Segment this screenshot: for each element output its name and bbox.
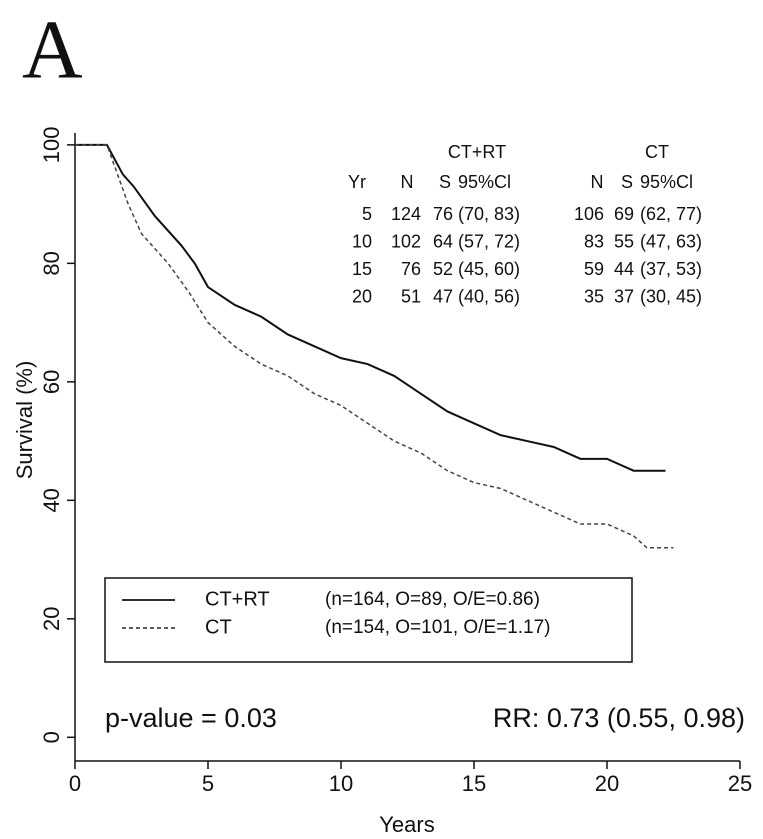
y-tick-label: 100 bbox=[39, 126, 64, 163]
legend-label: CT bbox=[205, 616, 232, 638]
table-cell: (57, 72) bbox=[458, 231, 520, 251]
table-cell: 51 bbox=[401, 286, 421, 306]
table-cell: 106 bbox=[574, 204, 604, 224]
table-cell: 52 bbox=[433, 259, 453, 279]
y-tick-label: 60 bbox=[39, 370, 64, 394]
x-axis-label: Years bbox=[379, 812, 434, 837]
x-tick-label: 25 bbox=[728, 771, 752, 796]
x-tick-label: 10 bbox=[329, 771, 353, 796]
legend-detail: (n=154, O=101, O/E=1.17) bbox=[325, 617, 551, 638]
y-tick-label: 40 bbox=[39, 488, 64, 512]
y-tick-label: 0 bbox=[39, 731, 64, 743]
table-cell: (40, 56) bbox=[458, 286, 520, 306]
table-cell: 5 bbox=[362, 204, 372, 224]
table-header: Yr bbox=[348, 172, 366, 192]
table-cell: 102 bbox=[391, 231, 421, 251]
table-cell: 10 bbox=[352, 231, 372, 251]
legend-detail: (n=164, O=89, O/E=0.86) bbox=[325, 589, 540, 610]
table-cell: 83 bbox=[584, 231, 604, 251]
x-tick-label: 15 bbox=[462, 771, 486, 796]
table-cell: 69 bbox=[614, 204, 634, 224]
table-cell: (62, 77) bbox=[640, 204, 702, 224]
table-cell: (70, 83) bbox=[458, 204, 520, 224]
table-cell: 37 bbox=[614, 286, 634, 306]
table-cell: 59 bbox=[584, 259, 604, 279]
annotation: RR: 0.73 (0.55, 0.98) bbox=[493, 703, 745, 733]
table-cell: (47, 63) bbox=[640, 231, 702, 251]
table-cell: 47 bbox=[433, 286, 453, 306]
table-header: S bbox=[621, 172, 633, 192]
table-cell: 35 bbox=[584, 286, 604, 306]
table-cell: 55 bbox=[614, 231, 634, 251]
table-cell: 64 bbox=[433, 231, 453, 251]
table-header: 95%Cl bbox=[640, 172, 693, 192]
legend-label: CT+RT bbox=[205, 588, 270, 610]
table-header: S bbox=[439, 172, 451, 192]
table-cell: 76 bbox=[433, 204, 453, 224]
table-header: N bbox=[401, 172, 414, 192]
table-cell: (37, 53) bbox=[640, 259, 702, 279]
table-header: N bbox=[591, 172, 604, 192]
table-cell: 15 bbox=[352, 259, 372, 279]
y-tick-label: 80 bbox=[39, 251, 64, 275]
x-tick-label: 20 bbox=[595, 771, 619, 796]
table-cell: 20 bbox=[352, 286, 372, 306]
panel-label: A bbox=[22, 3, 83, 96]
annotation: p-value = 0.03 bbox=[105, 703, 277, 733]
table-cell: 44 bbox=[614, 259, 634, 279]
y-tick-label: 20 bbox=[39, 607, 64, 631]
table-cell: 124 bbox=[391, 204, 421, 224]
survival-curve bbox=[75, 143, 666, 472]
y-axis-label: Survival (%) bbox=[12, 361, 37, 480]
x-tick-label: 0 bbox=[69, 771, 81, 796]
x-tick-label: 5 bbox=[202, 771, 214, 796]
table-cell: (45, 60) bbox=[458, 259, 520, 279]
table-group: CT+RT bbox=[448, 142, 506, 162]
survival-curve bbox=[75, 144, 674, 549]
table-cell: 76 bbox=[401, 259, 421, 279]
table-cell: (30, 45) bbox=[640, 286, 702, 306]
table-header: 95%Cl bbox=[458, 172, 511, 192]
table-group: CT bbox=[645, 142, 669, 162]
legend-box bbox=[104, 577, 633, 663]
